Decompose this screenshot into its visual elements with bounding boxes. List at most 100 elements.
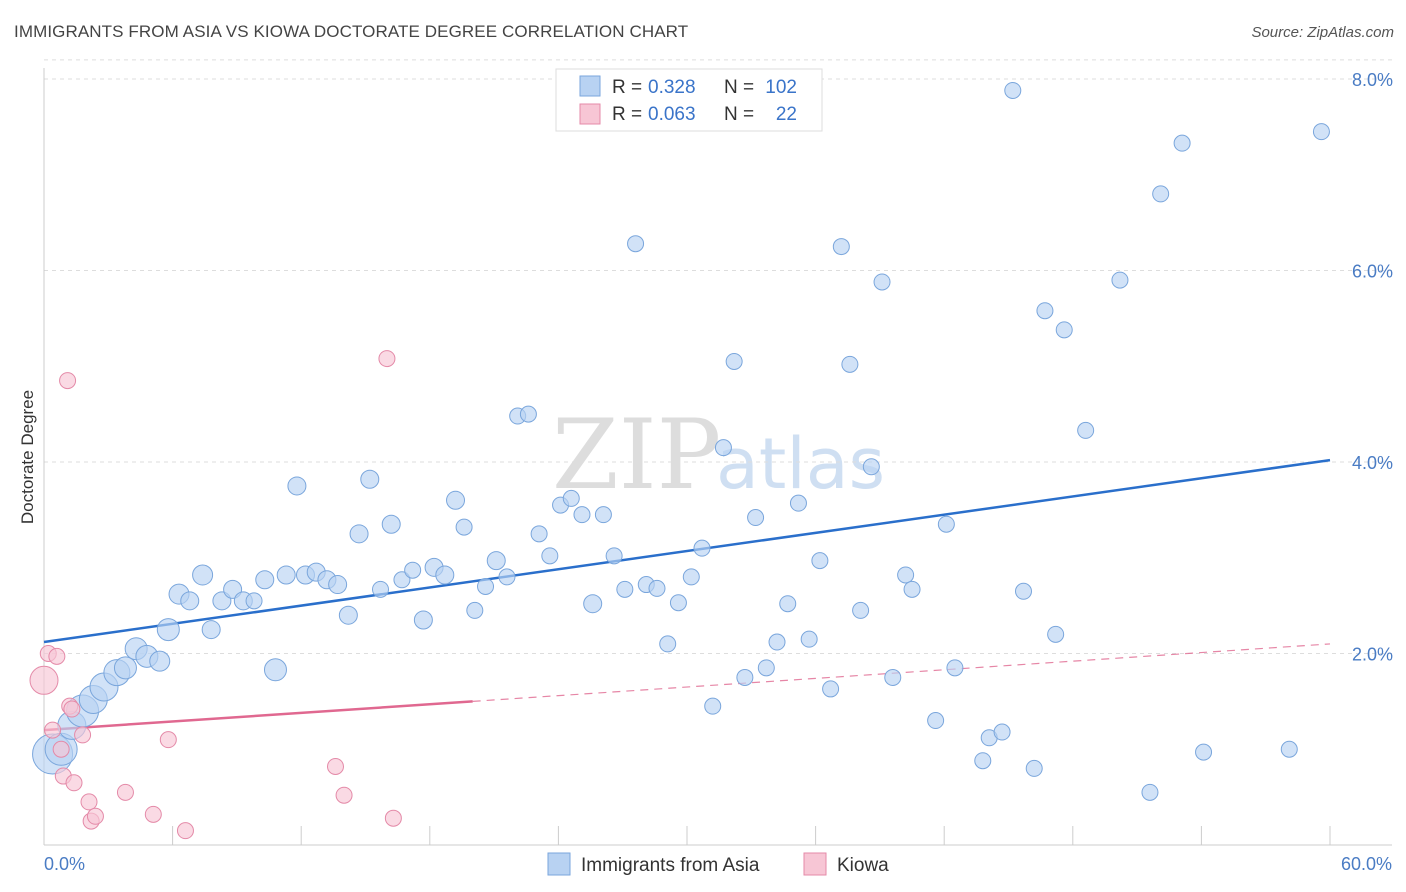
y-tick-label-3: 8.0% [1352,70,1393,90]
legend: R = 0.328 N = 102 R = 0.063 N = 22 [555,68,823,132]
asia-point-10 [149,650,171,672]
legend-r-label-kiowa: R = [612,104,642,125]
bottom-legend-label-asia: Immigrants from Asia [581,855,760,876]
asia-point-71 [800,630,818,648]
asia-point-70 [789,494,807,512]
asia-point-49 [562,489,580,507]
asia-point-63 [714,439,732,457]
asia-point-32 [381,514,401,534]
asia-point-88 [1004,81,1022,99]
kiowa-point-6 [59,372,77,390]
watermark-zip: ZIP [552,399,721,511]
axes [43,68,1392,846]
asia-point-67 [757,659,775,677]
asia-point-23 [287,476,307,496]
asia-point-42 [486,551,506,571]
asia-point-30 [360,469,380,489]
x-tick-label-min: 0.0% [44,854,85,874]
asia-point-41 [477,577,495,595]
asia-point-53 [605,547,623,565]
asia-point-50 [573,506,591,524]
asia-point-19 [245,592,263,610]
asia-point-91 [1036,302,1054,320]
asia-point-83 [937,515,955,533]
asia-point-43 [498,568,516,586]
asia-point-28 [338,605,358,625]
asia-point-58 [659,635,677,653]
asia-point-95 [1111,271,1129,289]
bottom-legend: Immigrants from Asia Kiowa [547,852,889,876]
asia-point-27 [328,575,348,595]
asia-point-93 [1055,321,1073,339]
chart-title: IMMIGRANTS FROM ASIA VS KIOWA DOCTORATE … [14,22,689,41]
y-axis-tick-labels: 2.0% 4.0% 6.0% 8.0% [1352,70,1393,665]
asia-point-68 [768,633,786,651]
asia-point-20 [255,570,275,590]
asia-point-100 [1280,740,1298,758]
kiowa-point-15 [144,805,162,823]
asia-point-7 [113,656,137,680]
kiowa-point-20 [378,350,396,368]
legend-r-value-kiowa: 0.063 [648,104,696,125]
asia-point-46 [530,525,548,543]
grid [44,59,1392,654]
asia-point-33 [393,571,411,589]
asia-point-47 [541,547,559,565]
kiowa-point-13 [86,807,104,825]
asia-point-66 [747,509,765,527]
kiowa-point-3 [48,647,66,665]
asia-point-94 [1077,421,1095,439]
bottom-legend-swatch-asia [547,852,571,876]
asia-point-87 [993,723,1011,741]
kiowa-point-0 [29,665,59,695]
kiowa-point-2 [44,721,62,739]
asia-point-40 [466,601,484,619]
asia-point-35 [413,610,433,630]
kiowa-point-16 [159,731,177,749]
asia-point-92 [1047,625,1065,643]
asia-point-73 [822,680,840,698]
asia-point-55 [627,235,645,253]
kiowa-point-19 [335,786,353,804]
asia-point-31 [372,580,390,598]
asia-point-11 [156,618,180,642]
asia-point-57 [648,579,666,597]
asia-point-62 [704,697,722,715]
bottom-legend-label-kiowa: Kiowa [837,855,889,876]
trend-line-asia [43,458,1331,644]
asia-point-69 [779,595,797,613]
asia-point-39 [455,518,473,536]
asia-point-52 [594,506,612,524]
trend-line-kiowa [43,700,473,732]
asia-point-59 [669,594,687,612]
x-axis-ticks [43,826,1331,845]
asia-point-98 [1173,134,1191,152]
y-tick-label-1: 4.0% [1352,453,1393,473]
y-tick-label-0: 2.0% [1352,645,1393,665]
y-tick-label-2: 6.0% [1352,262,1393,282]
asia-point-51 [583,594,603,614]
asia-point-74 [832,238,850,256]
bottom-legend-swatch-kiowa [803,852,827,876]
data-points [29,81,1330,840]
asia-point-101 [1312,123,1330,141]
legend-n-label-kiowa: N = [724,104,754,125]
asia-point-84 [946,659,964,677]
kiowa-point-8 [63,700,81,718]
asia-point-54 [616,580,634,598]
asia-point-90 [1025,759,1043,777]
kiowa-point-14 [116,783,134,801]
asia-point-14 [192,564,214,586]
asia-point-60 [682,568,700,586]
asia-point-76 [852,601,870,619]
legend-swatch-asia [579,75,601,97]
kiowa-point-17 [176,822,194,840]
asia-point-79 [884,668,902,686]
kiowa-point-10 [74,726,92,744]
asia-point-72 [811,552,829,570]
x-tick-label-max: 60.0% [1341,854,1392,874]
y-axis-label: Doctorate Degree [18,390,37,524]
legend-n-value-asia: 102 [765,77,797,98]
legend-r-value-asia: 0.328 [648,77,696,98]
